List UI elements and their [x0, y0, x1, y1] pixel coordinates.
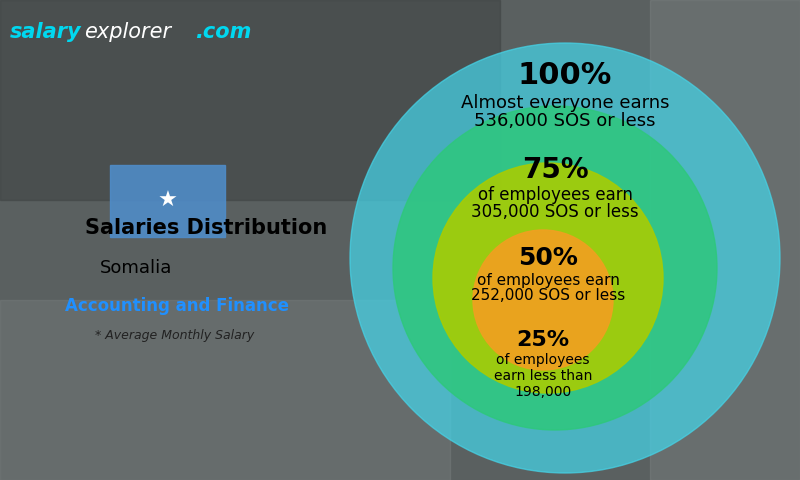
Text: 75%: 75%	[522, 156, 588, 184]
Text: 25%: 25%	[517, 330, 570, 350]
Text: of employees earn: of employees earn	[478, 186, 633, 204]
Text: explorer: explorer	[84, 22, 171, 42]
Text: 305,000 SOS or less: 305,000 SOS or less	[471, 203, 639, 221]
Text: 100%: 100%	[518, 60, 612, 89]
Text: .com: .com	[195, 22, 251, 42]
Text: Salaries Distribution: Salaries Distribution	[85, 218, 327, 238]
Bar	[650, 0, 800, 480]
Text: ★: ★	[158, 191, 178, 211]
Circle shape	[433, 163, 663, 393]
Text: Somalia: Somalia	[100, 259, 172, 277]
Bar	[0, 0, 500, 200]
Text: of employees: of employees	[496, 353, 590, 367]
Text: 252,000 SOS or less: 252,000 SOS or less	[471, 288, 625, 303]
Text: 536,000 SOS or less: 536,000 SOS or less	[474, 112, 656, 130]
Circle shape	[473, 230, 613, 370]
Circle shape	[350, 43, 780, 473]
Text: 50%: 50%	[518, 246, 578, 270]
Bar	[0, 300, 450, 480]
Text: salary: salary	[10, 22, 82, 42]
Text: of employees earn: of employees earn	[477, 273, 619, 288]
Text: earn less than: earn less than	[494, 369, 592, 383]
Bar	[110, 165, 225, 237]
Circle shape	[393, 106, 717, 430]
Text: Almost everyone earns: Almost everyone earns	[461, 94, 670, 112]
Text: 198,000: 198,000	[514, 385, 572, 399]
Text: * Average Monthly Salary: * Average Monthly Salary	[95, 328, 254, 341]
Text: Accounting and Finance: Accounting and Finance	[65, 297, 289, 315]
